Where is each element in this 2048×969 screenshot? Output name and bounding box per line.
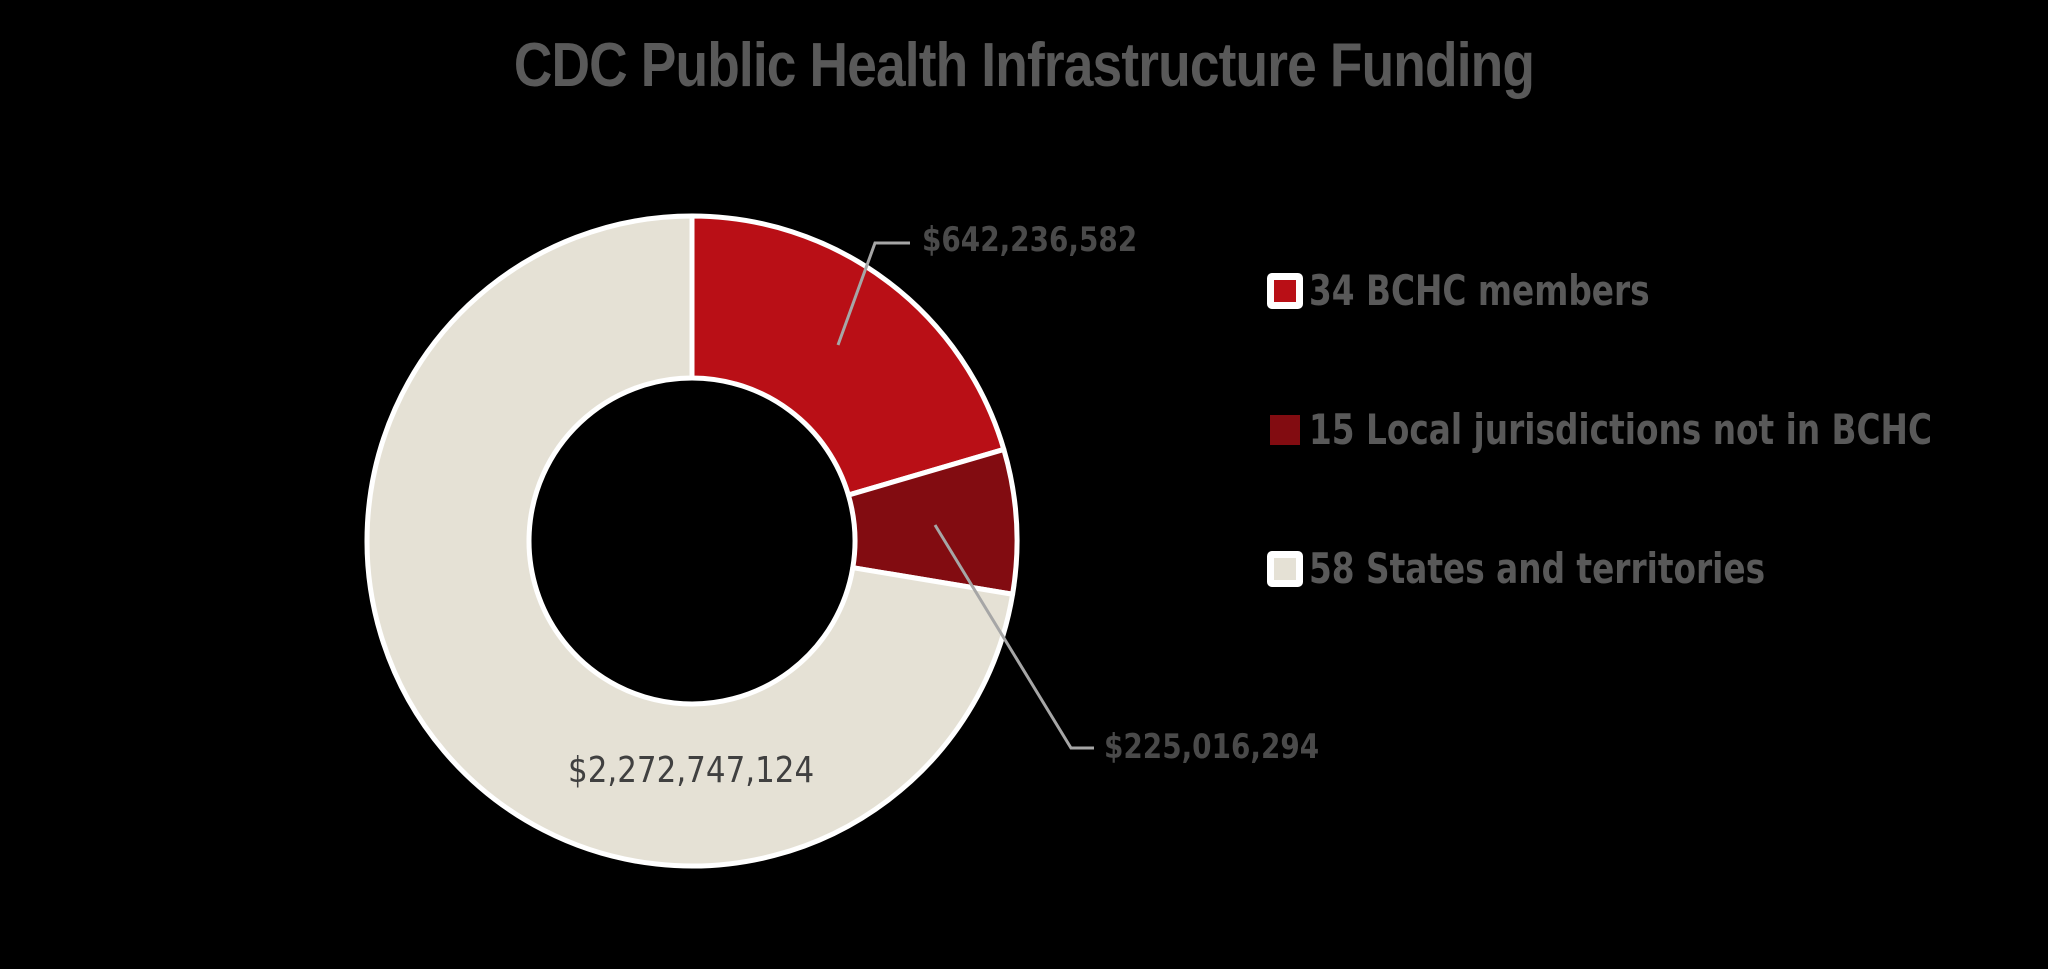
leader-lines xyxy=(836,241,1094,750)
legend-swatch-local xyxy=(1270,414,1300,445)
legend-item-states-territories: 58 States and territories xyxy=(1267,544,1894,593)
legend-item-bchc-members: 34 BCHC members xyxy=(1267,266,1746,315)
donut-segments xyxy=(364,213,1020,869)
legend-marker-states xyxy=(1267,550,1303,587)
donut-segment-bchc xyxy=(689,213,1007,498)
donut-segment-states xyxy=(364,213,1016,869)
legend-swatch-bchc xyxy=(1274,279,1296,302)
legend-swatch-states xyxy=(1274,557,1296,580)
leader-line-local xyxy=(933,524,1094,750)
legend-item-local-jurisdictions: 15 Local jurisdictions not in BCHC xyxy=(1267,405,2048,454)
legend-marker-local xyxy=(1267,412,1303,448)
leader-line-bchc xyxy=(836,241,910,346)
legend-marker-bchc xyxy=(1267,272,1303,309)
data-label-bchc: $642,236,582 xyxy=(922,220,1138,260)
chart-title: CDC Public Health Infrastructure Funding xyxy=(513,31,1535,100)
legend-label-local: 15 Local jurisdictions not in BCHC xyxy=(1309,405,1933,454)
legend-label-states: 58 States and territories xyxy=(1309,544,1766,593)
data-label-states: $2,272,747,124 xyxy=(568,750,815,791)
data-label-local: $225,016,294 xyxy=(1104,727,1320,767)
legend-label-bchc: 34 BCHC members xyxy=(1309,266,1650,315)
